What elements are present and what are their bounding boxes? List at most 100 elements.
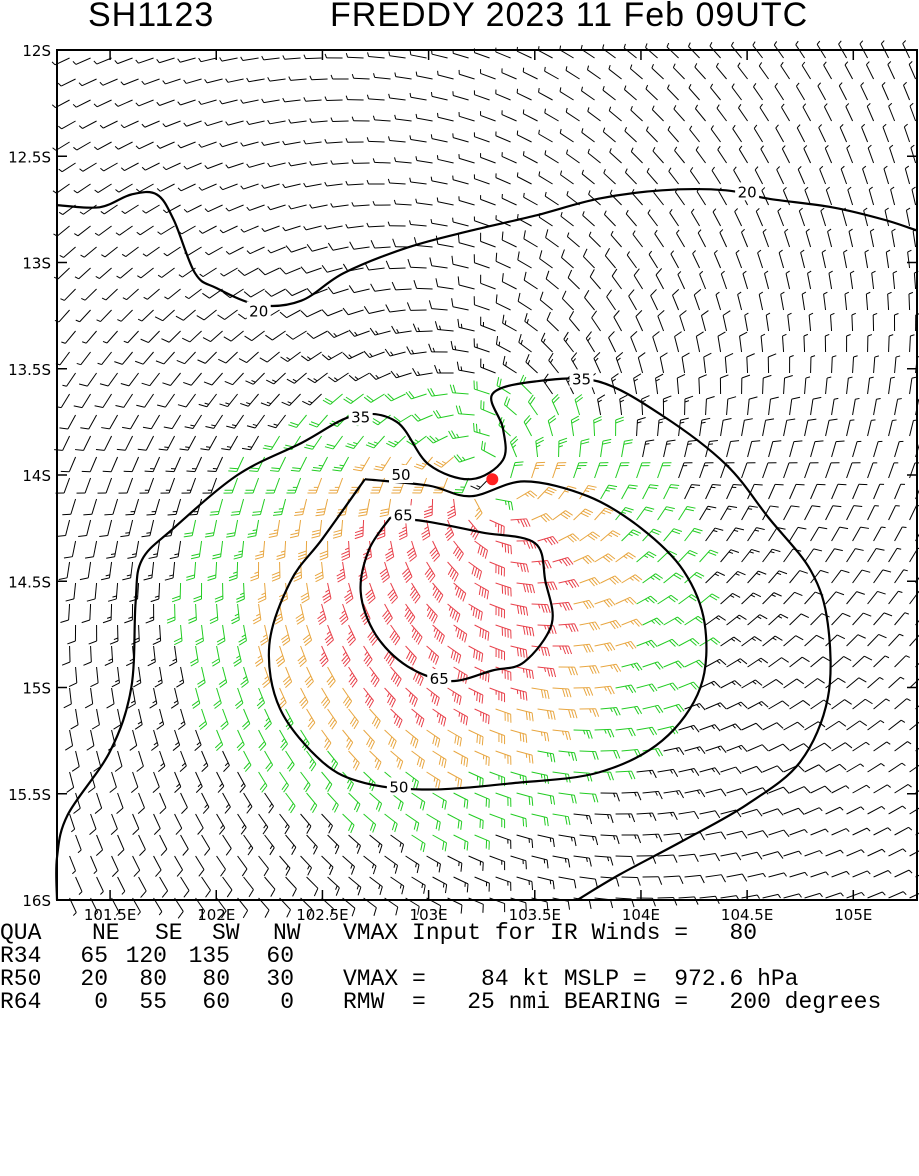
wind-barb	[304, 226, 322, 230]
wind-barb	[180, 436, 196, 450]
wind-barb	[349, 709, 359, 729]
wind-barb	[832, 700, 852, 709]
wind-barb	[427, 730, 440, 747]
wind-barb	[481, 317, 496, 331]
wind-barb	[298, 541, 306, 560]
wind-barb	[352, 117, 369, 121]
wind-barb	[631, 148, 642, 163]
wind-barb	[581, 45, 594, 58]
wind-barb	[89, 625, 97, 644]
wind-barb	[517, 709, 534, 721]
wind-barb	[784, 419, 796, 436]
wind-barb	[412, 414, 433, 421]
wind-barb	[454, 793, 468, 809]
wind-barb	[517, 835, 533, 848]
wind-barb	[643, 877, 662, 885]
wind-barb	[121, 79, 139, 85]
wind-barb	[259, 772, 267, 792]
wind-barb	[280, 856, 290, 876]
wind-barb	[412, 877, 426, 894]
wind-barb	[133, 667, 140, 687]
wind-barb	[437, 197, 453, 205]
wind-barb	[706, 789, 726, 796]
wind-barb	[616, 463, 630, 478]
wind-barb	[273, 499, 285, 515]
wind-barb	[727, 441, 739, 457]
wind-barb	[413, 324, 432, 332]
wind-barb	[264, 709, 271, 730]
wind-barb	[325, 436, 343, 449]
wind-barb	[723, 311, 730, 331]
wind-barb	[545, 67, 559, 79]
wind-barb	[607, 290, 616, 310]
wind-barb	[215, 583, 223, 602]
wind-barb	[811, 829, 829, 835]
wind-barb	[160, 793, 166, 814]
wind-barb	[664, 529, 682, 541]
wind-barb	[763, 593, 782, 604]
wind-barb	[734, 167, 742, 184]
wind-barb	[727, 831, 747, 838]
wind-barb	[394, 200, 411, 205]
wind-barb	[546, 229, 559, 247]
wind-barb	[824, 62, 832, 79]
wind-barb	[154, 814, 161, 835]
wind-barb	[874, 570, 891, 583]
wind-barb	[511, 519, 531, 527]
wind-barb	[706, 396, 715, 415]
wind-barb	[490, 688, 505, 702]
wind-barb	[742, 549, 760, 562]
wind-barb	[874, 441, 883, 457]
wind-barb	[559, 667, 578, 675]
wind-barb	[259, 856, 269, 876]
wind-barb	[281, 625, 290, 645]
wind-barb	[895, 527, 907, 541]
wind-barb	[233, 646, 241, 666]
wind-barb	[643, 662, 664, 670]
wind-barb	[363, 541, 371, 561]
wind-barb	[101, 247, 117, 257]
wind-barb	[438, 71, 454, 79]
wind-barb	[805, 679, 825, 688]
wind-barb	[496, 541, 512, 554]
wind-barb	[79, 79, 97, 86]
wind-barb	[385, 856, 398, 874]
x-tick-label: 104E	[622, 906, 660, 920]
wind-barb	[712, 167, 721, 184]
wind-barb	[868, 463, 878, 478]
wind-barb	[350, 242, 370, 250]
wind-barb	[75, 436, 91, 450]
wind-barb	[648, 210, 658, 226]
wind-barb	[454, 583, 466, 601]
wind-barb	[119, 478, 133, 493]
wind-barb	[890, 145, 895, 163]
wind-barb	[895, 484, 905, 499]
wind-barb	[325, 182, 343, 186]
wind-barb	[137, 751, 144, 772]
wind-barb	[721, 271, 726, 289]
wind-barb	[564, 332, 574, 352]
wind-barb	[769, 397, 779, 415]
wind-barb	[553, 602, 573, 610]
wind-barb	[370, 667, 380, 687]
wind-barb	[58, 121, 75, 129]
wind-barb	[226, 163, 244, 168]
wind-barb	[205, 121, 223, 126]
wind-barb	[532, 688, 549, 699]
wind-barb	[328, 709, 337, 729]
wind-barb	[778, 208, 784, 226]
wind-barb	[614, 311, 622, 331]
wind-barb	[874, 613, 892, 625]
wind-barb	[490, 646, 505, 660]
wind-barb	[673, 64, 684, 79]
wind-barb	[559, 709, 577, 718]
wind-barb	[428, 388, 448, 396]
wind-barb	[391, 751, 403, 769]
wind-barb	[328, 835, 339, 854]
wind-barb	[603, 86, 616, 100]
wind-barb	[660, 353, 667, 373]
rmw-bearing-text: RMW = 25 nmi BEARING = 200 degrees	[343, 991, 881, 1014]
wind-barb	[511, 688, 527, 701]
wind-barb	[695, 63, 706, 79]
wind-barb	[664, 748, 684, 755]
